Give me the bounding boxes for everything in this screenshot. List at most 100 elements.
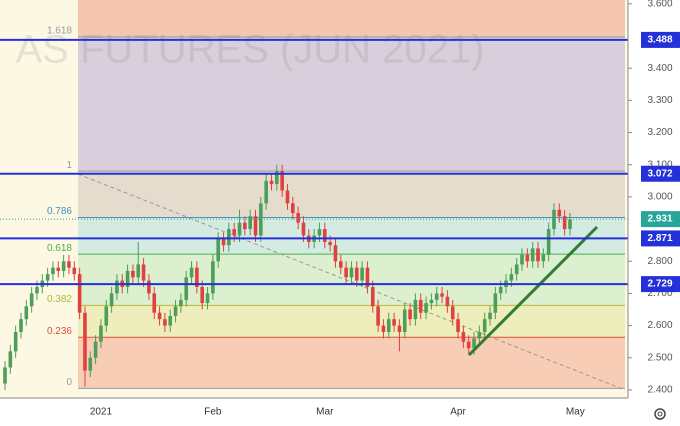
fib-level-label: 0.382 [47, 294, 72, 305]
candle-body [461, 332, 466, 342]
fib-level-label: 1.618 [47, 26, 72, 37]
candle-body [99, 325, 103, 342]
y-tick-label: 3.000 [647, 192, 672, 203]
candle-body [189, 267, 194, 278]
candle-body [152, 293, 157, 313]
candle-body [88, 357, 93, 371]
candle-body [275, 171, 279, 185]
candle-body [349, 267, 354, 278]
candle-body [488, 312, 492, 320]
candle-body [19, 319, 23, 333]
candle-body [557, 209, 562, 217]
levels [0, 38, 628, 286]
candle-body [291, 203, 295, 213]
candle-body [253, 216, 258, 236]
candles [3, 164, 572, 390]
candle-body [259, 203, 263, 236]
candle-body [173, 306, 178, 316]
x-tick-label: May [566, 407, 585, 418]
candle-body [179, 299, 183, 307]
y-tick-label: 2.400 [647, 385, 672, 396]
price-label: 2.729 [647, 279, 672, 290]
candle-body [365, 267, 370, 287]
y-tick-label: 3.300 [647, 95, 672, 106]
candle-body [104, 306, 109, 326]
settings-icon[interactable] [654, 408, 666, 420]
candle-body [317, 229, 322, 236]
candle-body [264, 180, 268, 204]
price-label-box [641, 31, 680, 48]
candle-body [301, 222, 306, 236]
y-tick-label: 3.400 [647, 63, 672, 74]
price-label-box [641, 230, 680, 247]
candle-body [429, 299, 434, 304]
candle-body [370, 286, 375, 307]
candle-body [386, 319, 391, 333]
x-tick-label: Mar [316, 407, 334, 418]
candle-body [269, 180, 274, 185]
candle-body [61, 261, 66, 271]
candle-body [397, 325, 402, 333]
candle-body [131, 270, 135, 278]
fib-band [78, 337, 625, 389]
trend-line [467, 225, 599, 357]
candle-body [434, 293, 439, 300]
candle-body [227, 229, 231, 246]
fib-band [78, 217, 625, 255]
candle-body [195, 267, 199, 287]
fib-bands: 0 0.236 0.382 0.618 0.786 1 1.618 [47, 0, 625, 389]
candle-body [424, 303, 428, 313]
x-tick-label: Feb [204, 407, 222, 418]
candle-body [29, 293, 34, 307]
candle-body [168, 315, 173, 326]
candle-body [445, 296, 450, 307]
candle-body [232, 229, 236, 236]
candle-body [509, 274, 514, 281]
x-tick-label: Apr [450, 407, 466, 418]
candle-body [13, 332, 18, 352]
candle-body [354, 267, 359, 281]
candle-body [3, 367, 7, 384]
candle-body [237, 222, 242, 236]
candle-body [163, 319, 167, 326]
fib-band [78, 0, 625, 38]
candle-body [552, 209, 556, 230]
candle-body [211, 261, 215, 294]
candle-body [493, 293, 498, 313]
candle-body [205, 293, 210, 304]
x-tick-label: 2021 [90, 407, 113, 418]
candle-body [147, 280, 151, 294]
candle-body [402, 309, 407, 333]
candle-body [546, 229, 551, 255]
candle-body [285, 190, 290, 204]
candle-body [72, 267, 77, 275]
fib-band [78, 37, 625, 172]
candle-body [93, 341, 98, 358]
fib-level-label: 0.618 [47, 243, 72, 254]
y-tick-label: 3.600 [647, 0, 672, 10]
price-label: 3.488 [647, 35, 672, 46]
y-tick-label: 2.600 [647, 320, 672, 331]
candle-body [541, 254, 546, 262]
candle-body [83, 312, 87, 371]
candle-body [466, 341, 471, 349]
candle-body [328, 241, 332, 246]
axes: 2.400 2.500 2.600 2.700 2.800 3.000 3.100 3.200… [90, 0, 680, 418]
candle-body [408, 309, 412, 320]
candle-body [136, 264, 141, 278]
candle-body [157, 312, 162, 320]
fib-level-label: 1 [66, 160, 72, 171]
price-label: 2.871 [647, 233, 672, 244]
candle-body [323, 229, 327, 242]
y-tick-label: 2.700 [647, 288, 672, 299]
fib-level-label: 0.236 [47, 326, 72, 337]
candle-body [562, 216, 567, 230]
candle-body [77, 274, 82, 313]
candle-body [413, 299, 418, 320]
candle-body [520, 254, 524, 265]
candle-body [51, 267, 55, 275]
candle-body [141, 264, 146, 281]
watermark: AS FUTURES (JUN 2021) [16, 28, 485, 72]
candle-body [24, 306, 29, 320]
candle-body [344, 267, 348, 278]
